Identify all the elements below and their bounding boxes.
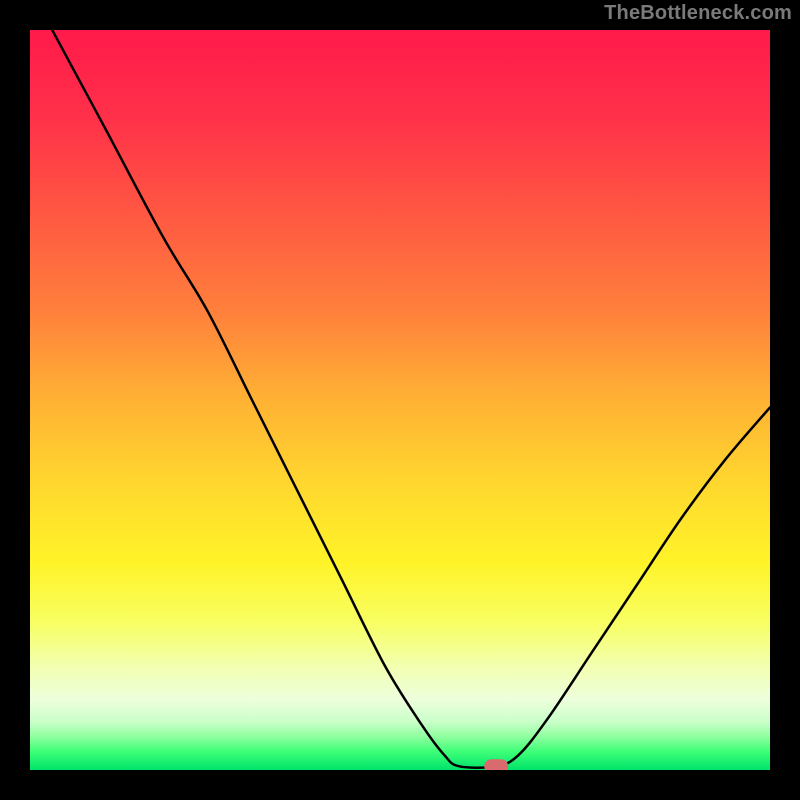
chart-background: [30, 30, 770, 770]
bottleneck-chart: [30, 30, 770, 770]
optimal-marker: [484, 759, 508, 770]
watermark-text: TheBottleneck.com: [604, 2, 792, 25]
chart-svg: [30, 30, 770, 770]
